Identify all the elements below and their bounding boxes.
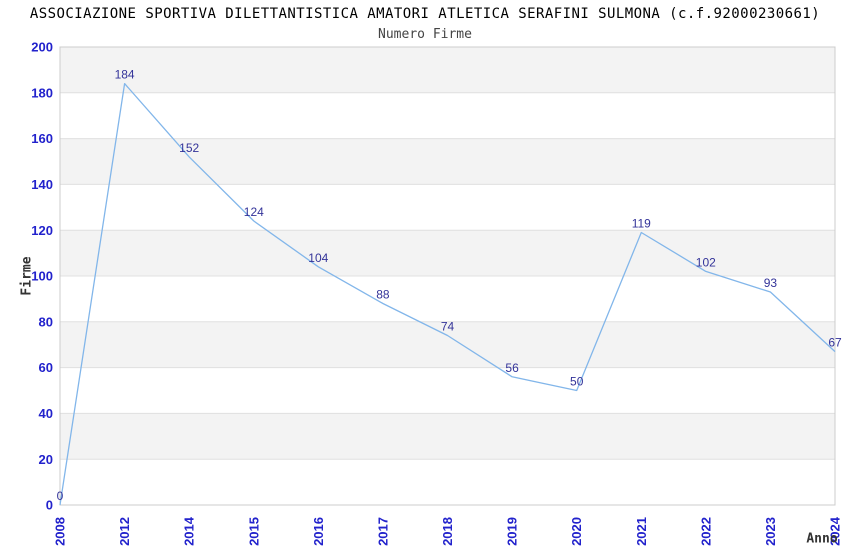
data-point-label: 124 bbox=[244, 205, 264, 219]
y-tick-label: 0 bbox=[46, 498, 53, 513]
x-tick-label: 2022 bbox=[698, 517, 713, 546]
x-tick-label: 2018 bbox=[440, 517, 455, 546]
y-tick-label: 60 bbox=[39, 360, 53, 375]
plot-band bbox=[60, 138, 835, 185]
x-tick-label: 2020 bbox=[569, 517, 584, 546]
data-point-label: 88 bbox=[376, 288, 390, 302]
plot-border bbox=[59, 46, 836, 506]
data-point-label: 56 bbox=[505, 361, 519, 375]
x-tick-label: 2019 bbox=[505, 517, 520, 546]
y-tick-label: 20 bbox=[39, 452, 53, 467]
x-tick-label: 2014 bbox=[182, 516, 197, 546]
plot-band bbox=[60, 47, 835, 93]
y-tick-label: 140 bbox=[31, 177, 53, 192]
x-axis-title: Anno bbox=[806, 531, 838, 547]
x-tick-label: 2016 bbox=[311, 517, 326, 546]
data-point-label: 104 bbox=[308, 251, 328, 265]
y-tick-label: 80 bbox=[39, 314, 53, 329]
chart-title: ASSOCIAZIONE SPORTIVA DILETTANTISTICA AM… bbox=[29, 6, 821, 22]
data-line bbox=[59, 82, 836, 506]
x-tick-label: 2012 bbox=[117, 517, 132, 546]
data-point-label: 93 bbox=[764, 276, 778, 290]
y-tick-label: 100 bbox=[31, 269, 53, 284]
y-tick-label: 180 bbox=[31, 85, 53, 100]
chart-subtitle: Numero Firme bbox=[378, 27, 472, 42]
plot-band bbox=[60, 321, 835, 368]
data-point-label: 102 bbox=[696, 255, 716, 269]
data-point-label: 50 bbox=[570, 375, 584, 389]
y-tick-label: 200 bbox=[31, 40, 53, 55]
x-tick-label: 2024 bbox=[828, 516, 843, 546]
y-axis-title: Firme bbox=[19, 256, 35, 296]
plot-band bbox=[60, 230, 835, 276]
data-point-label: 152 bbox=[179, 141, 199, 155]
x-tick-label: 2021 bbox=[634, 517, 649, 546]
data-point-label: 0 bbox=[57, 489, 64, 503]
x-tick-label: 2015 bbox=[246, 517, 261, 546]
y-tick-label: 120 bbox=[31, 223, 53, 238]
y-tick-label: 160 bbox=[31, 131, 53, 146]
data-point-label: 184 bbox=[115, 68, 135, 82]
data-point-label: 74 bbox=[441, 320, 455, 334]
x-tick-label: 2008 bbox=[53, 517, 68, 546]
y-tick-label: 40 bbox=[39, 406, 53, 421]
x-tick-label: 2023 bbox=[763, 517, 778, 546]
x-tick-label: 2017 bbox=[375, 517, 390, 546]
data-point-label: 119 bbox=[632, 217, 651, 231]
data-point-label: 67 bbox=[828, 336, 842, 350]
plot-band bbox=[60, 413, 835, 460]
